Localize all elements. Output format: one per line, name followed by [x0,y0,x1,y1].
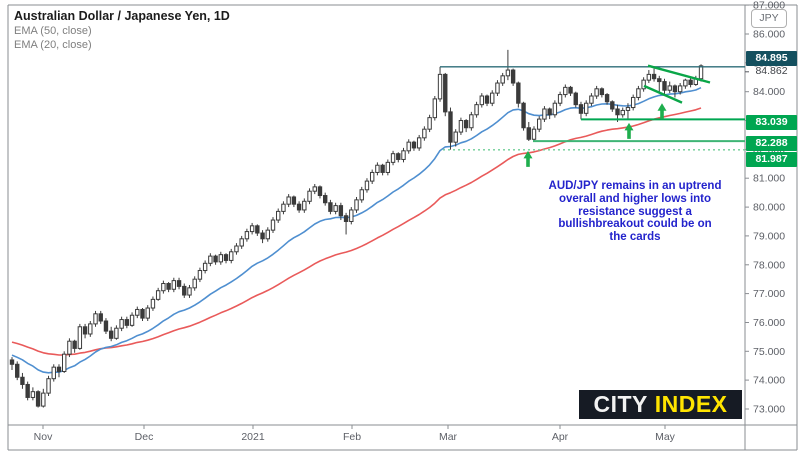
price-axis-label: 76.000 [753,317,785,329]
time-axis-label: Nov [33,431,53,443]
analyst-annotation: AUD/JPY remains in an uptrend overall an… [527,180,743,244]
time-axis-label: Apr [551,431,569,443]
higher-low-arrow [624,122,634,139]
time-axis-label: Mar [438,431,458,443]
annotation-line: resistance suggest a [578,205,692,218]
chart-title: Australian Dollar / Japanese Yen, 1D [14,9,230,23]
higher-low-arrows-layer [523,103,667,167]
city-index-logo: CITY INDEX [579,390,742,419]
chart-frame [7,4,798,451]
price-axis-label: 73.000 [753,404,785,416]
chart-header: Australian Dollar / Japanese Yen, 1D EMA… [14,9,230,52]
currency-axis-badge: JPY [751,9,787,28]
price-axis-label: 84.000 [753,86,785,98]
price-axis-label: 78.000 [753,259,785,271]
time-axis-label: 2021 [241,431,265,443]
time-axis-label: Dec [134,431,154,443]
flag-trendline [647,64,711,84]
logo-word-city: CITY [593,391,648,417]
flag-pattern-layer [643,64,711,104]
time-axis-label: May [655,431,675,443]
price-axis-label: 79.000 [753,230,785,242]
support-resistance-layer [440,66,745,151]
price-level-badge: 83.039 [746,114,797,130]
price-level-badge: 81.987 [746,152,797,168]
time-axis-label: Feb [342,431,362,443]
price-axis-label: 74.000 [753,375,785,387]
logo-word-index: INDEX [647,391,728,417]
time-axis-ticks [42,425,666,429]
price-level-badge: 84.895 [746,51,797,67]
ema50-line [11,107,702,356]
indicator-label-ema50[interactable]: EMA (50, close) [14,25,92,37]
higher-low-arrow [657,103,667,120]
higher-low-arrow [523,150,533,167]
flag-trendline [643,84,683,104]
annotation-line: the cards [609,231,661,244]
price-level-badge: 82.288 [746,135,797,151]
price-level-label: 84.862 [755,65,788,78]
annotation-line: overall and higher lows into [558,192,712,205]
price-axis-label: 80.000 [753,202,785,214]
indicator-label-ema20[interactable]: EMA (20, close) [14,39,92,51]
price-axis-label: 81.000 [753,173,785,185]
annotation-line: AUD/JPY remains in an uptrend [548,180,722,192]
price-axis-label: 87.000 [753,0,785,12]
candles-layer [9,49,704,408]
annotation-line: bullishbreakout could be on [558,218,712,231]
price-axis-label: 75.000 [753,346,785,358]
price-axis-label: 86.000 [753,29,785,41]
price-axis-label: 77.000 [753,288,785,300]
